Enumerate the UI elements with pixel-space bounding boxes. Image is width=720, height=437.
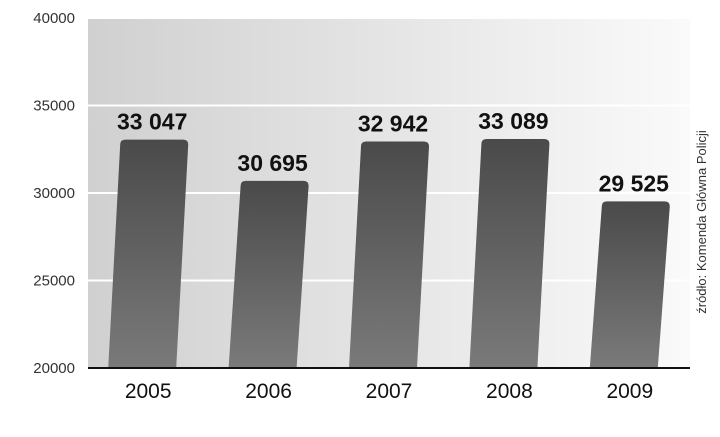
x-tick-label: 2005 bbox=[125, 380, 172, 403]
x-tick-label: 2007 bbox=[366, 380, 413, 403]
value-label: 30 695 bbox=[237, 150, 308, 176]
x-tick-label: 2009 bbox=[606, 380, 653, 403]
y-tick-label: 30000 bbox=[33, 185, 75, 202]
value-label: 33 047 bbox=[117, 109, 187, 135]
y-tick-label: 40000 bbox=[33, 10, 75, 27]
y-axis: 20000 25000 30000 35000 40000 bbox=[33, 10, 75, 377]
bar-2006 bbox=[228, 180, 309, 368]
bar-2008 bbox=[469, 138, 550, 368]
bars bbox=[108, 138, 670, 368]
y-tick-label: 35000 bbox=[33, 98, 75, 115]
source-note: źródło: Komenda Główna Policji bbox=[694, 130, 709, 314]
value-label: 32 942 bbox=[358, 111, 428, 137]
x-tick-label: 2006 bbox=[245, 380, 292, 403]
x-tick-label: 2008 bbox=[486, 380, 533, 403]
value-labels: 33 047 30 695 32 942 33 089 29 525 bbox=[117, 108, 669, 196]
bar-2007 bbox=[349, 141, 429, 368]
value-label: 33 089 bbox=[478, 108, 548, 134]
x-axis: 2005 2006 2007 2008 2009 bbox=[125, 380, 653, 403]
bar-2009 bbox=[589, 201, 670, 368]
y-tick-label: 20000 bbox=[33, 360, 75, 377]
bar-2005 bbox=[108, 139, 189, 368]
value-label: 29 525 bbox=[599, 170, 670, 196]
y-tick-label: 25000 bbox=[33, 273, 75, 290]
